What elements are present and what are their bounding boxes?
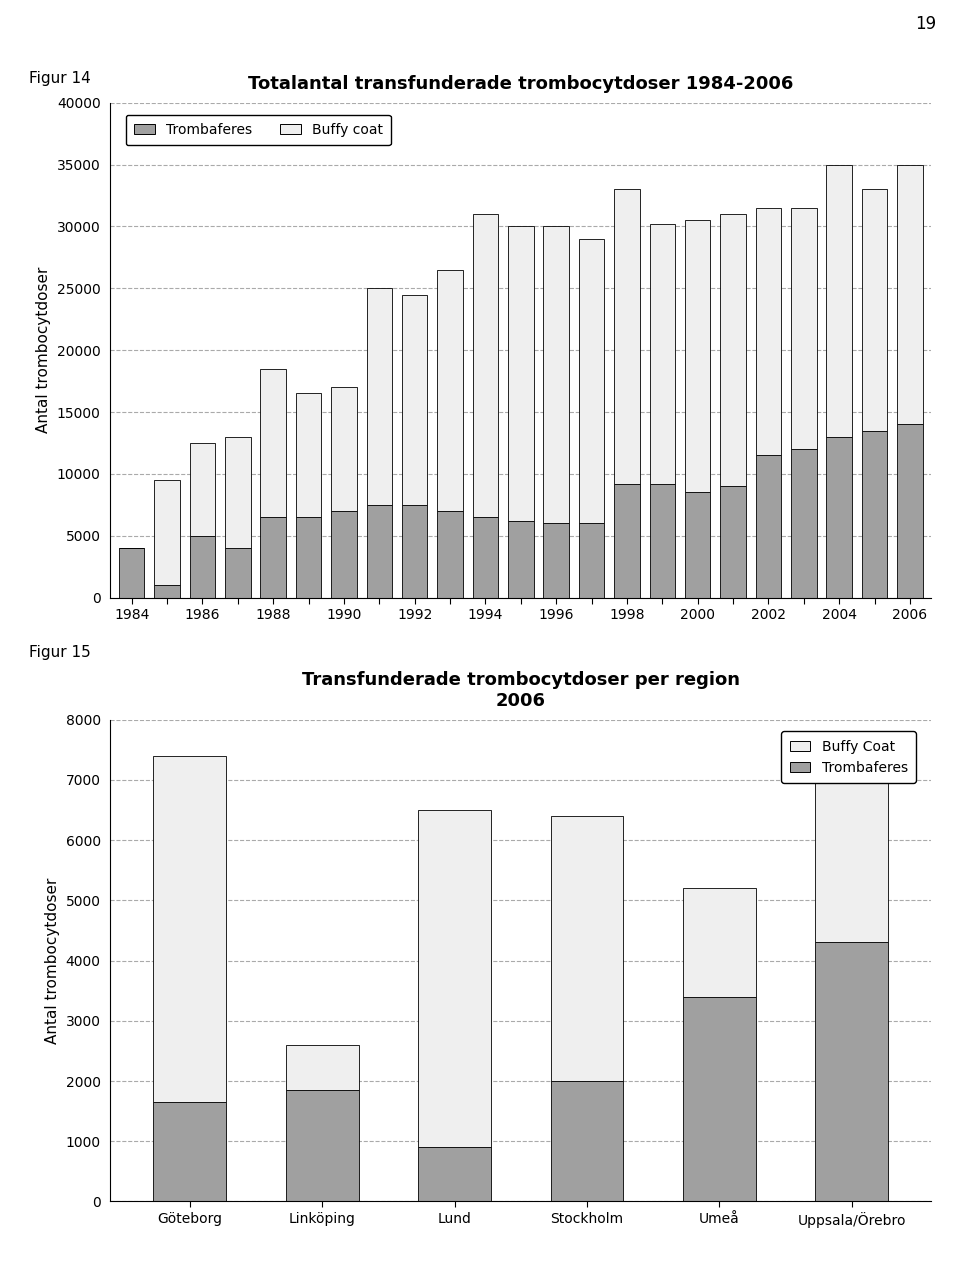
Bar — [791, 448, 817, 598]
Bar — [815, 780, 888, 942]
Bar — [190, 536, 215, 598]
Bar — [508, 520, 534, 598]
Bar — [419, 1148, 491, 1201]
Title: Transfunderade trombocytdoser per region
2006: Transfunderade trombocytdoser per region… — [301, 671, 740, 709]
Bar — [296, 393, 322, 517]
Y-axis label: Antal trombocytdoser: Antal trombocytdoser — [36, 267, 51, 433]
Bar — [683, 997, 756, 1201]
Bar — [154, 1103, 227, 1201]
Bar — [551, 816, 623, 1081]
Bar — [155, 481, 180, 585]
Bar — [551, 1081, 623, 1201]
Bar — [472, 215, 498, 517]
Bar — [286, 1045, 359, 1090]
Bar — [402, 505, 427, 598]
Text: Figur 14: Figur 14 — [29, 71, 90, 86]
Bar — [898, 164, 923, 424]
Text: 19: 19 — [915, 15, 936, 33]
Bar — [154, 756, 227, 1103]
Bar — [260, 369, 286, 517]
Bar — [225, 547, 251, 598]
Bar — [402, 294, 427, 505]
Bar — [286, 1090, 359, 1201]
Bar — [296, 517, 322, 598]
Bar — [684, 220, 710, 492]
Title: Totalantal transfunderade trombocytdoser 1984-2006: Totalantal transfunderade trombocytdoser… — [248, 75, 794, 93]
Bar — [119, 547, 144, 598]
Bar — [331, 387, 357, 511]
Bar — [438, 511, 463, 598]
Bar — [155, 585, 180, 598]
Bar — [438, 270, 463, 511]
Bar — [614, 483, 639, 598]
Bar — [331, 511, 357, 598]
Bar — [419, 810, 491, 1148]
Bar — [684, 492, 710, 598]
Bar — [720, 486, 746, 598]
Bar — [650, 483, 675, 598]
Bar — [579, 239, 604, 523]
Bar — [225, 437, 251, 547]
Bar — [190, 443, 215, 536]
Bar — [543, 523, 569, 598]
Bar — [827, 437, 852, 598]
Bar — [508, 226, 534, 520]
Bar — [720, 215, 746, 486]
Bar — [756, 455, 781, 598]
Bar — [683, 888, 756, 997]
Bar — [898, 424, 923, 598]
Bar — [815, 942, 888, 1201]
Bar — [472, 517, 498, 598]
Bar — [862, 189, 887, 430]
Bar — [543, 226, 569, 523]
Legend: Buffy Coat, Trombaferes: Buffy Coat, Trombaferes — [781, 731, 916, 783]
Bar — [791, 208, 817, 448]
Legend: Trombaferes, Buffy coat: Trombaferes, Buffy coat — [126, 114, 391, 145]
Bar — [367, 288, 392, 505]
Bar — [650, 224, 675, 483]
Bar — [367, 505, 392, 598]
Bar — [756, 208, 781, 455]
Bar — [260, 517, 286, 598]
Text: Figur 15: Figur 15 — [29, 645, 90, 660]
Bar — [614, 189, 639, 483]
Y-axis label: Antal trombocytdoser: Antal trombocytdoser — [45, 878, 60, 1043]
Bar — [579, 523, 604, 598]
Bar — [827, 164, 852, 437]
Bar — [862, 430, 887, 598]
